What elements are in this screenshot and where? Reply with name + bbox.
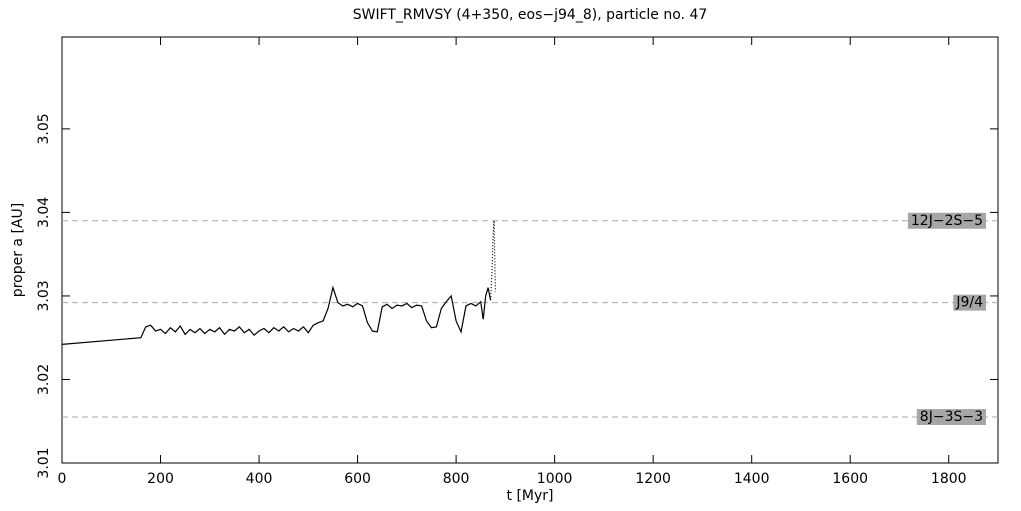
x-tick-label: 1000	[537, 471, 573, 487]
y-tick-label: 3.02	[36, 364, 52, 395]
resonance-label-bg	[907, 212, 986, 229]
x-tick-label: 1400	[734, 471, 770, 487]
y-tick-label: 3.01	[36, 447, 52, 478]
x-tick-label: 0	[58, 471, 67, 487]
plot-frame	[61, 36, 999, 464]
resonance-label-bg	[953, 294, 986, 311]
x-tick-label: 1200	[635, 471, 671, 487]
x-tick-label: 400	[246, 471, 273, 487]
x-axis-label: t [Myr]	[507, 488, 554, 504]
x-tick-label: 800	[443, 471, 470, 487]
x-tick-label: 600	[344, 471, 371, 487]
y-tick-label: 3.04	[36, 197, 52, 228]
y-axis-label: proper a [AU]	[10, 203, 26, 297]
resonance-label: J9/4	[955, 295, 983, 311]
x-tick-label: 1800	[931, 471, 967, 487]
x-tick-label: 200	[147, 471, 174, 487]
data-line	[489, 220, 497, 301]
chart-title: SWIFT_RMVSY (4+350, eos−j94_8), particle…	[353, 7, 708, 23]
resonance-label-bg	[916, 409, 986, 426]
x-tick-label: 1600	[832, 471, 868, 487]
resonance-label: 8J−3S−3	[920, 409, 983, 425]
data-line	[61, 285, 492, 345]
resonance-label: 12J−2S−5	[911, 213, 983, 229]
y-tick-label: 3.03	[36, 280, 52, 311]
y-tick-label: 3.05	[36, 113, 52, 144]
